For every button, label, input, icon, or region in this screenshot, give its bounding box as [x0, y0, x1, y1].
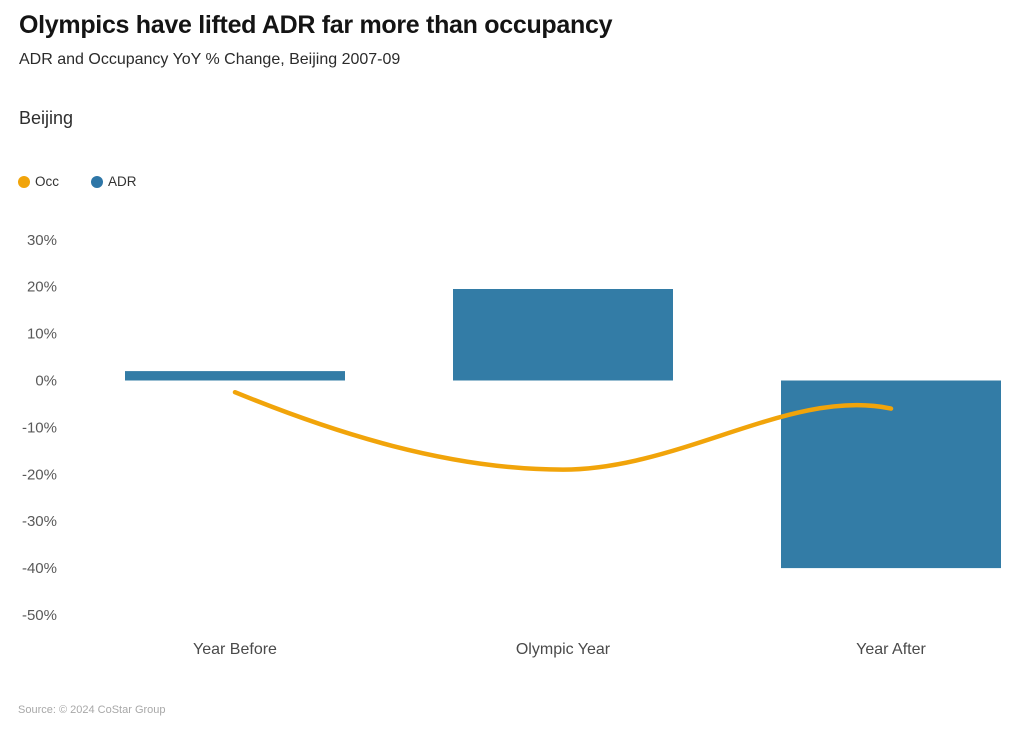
y-tick-label: 30%: [27, 232, 57, 249]
occ-line[interactable]: [232, 389, 894, 472]
legend-item-adr[interactable]: ADR: [91, 174, 137, 189]
adr-bar-year-before[interactable]: [125, 371, 345, 381]
y-tick-label: 10%: [27, 326, 57, 343]
legend-item-occ[interactable]: Occ: [18, 174, 59, 189]
adr-bar-olympic-year[interactable]: [453, 289, 673, 381]
y-tick-label: -50%: [22, 607, 57, 624]
chart-legend: Occ ADR: [18, 174, 137, 189]
y-tick-label: 20%: [27, 279, 57, 296]
legend-label-occ: Occ: [35, 174, 60, 189]
x-axis-label-olympic-year: Olympic Year: [516, 641, 611, 658]
legend-label-adr: ADR: [108, 174, 137, 189]
y-tick-label: -30%: [22, 513, 57, 530]
region-label: Beijing: [19, 108, 74, 128]
adr-bar-year-after[interactable]: [781, 380, 1001, 569]
page-title: Olympics have lifted ADR far more than o…: [19, 11, 613, 39]
adr-series-swatch-icon: [91, 175, 104, 188]
x-axis-label-year-before: Year Before: [193, 641, 277, 658]
y-tick-label: -20%: [22, 466, 57, 483]
chart-subtitle: ADR and Occupancy YoY % Change, Beijing …: [19, 51, 401, 68]
source-attribution: Source: © 2024 CoStar Group: [18, 704, 166, 716]
occ-series-swatch-icon: [18, 175, 30, 188]
y-tick-label: 0%: [35, 373, 57, 390]
y-tick-label: -10%: [22, 419, 57, 436]
y-tick-label: -40%: [22, 560, 57, 577]
x-axis-label-year-after: Year After: [856, 641, 926, 658]
